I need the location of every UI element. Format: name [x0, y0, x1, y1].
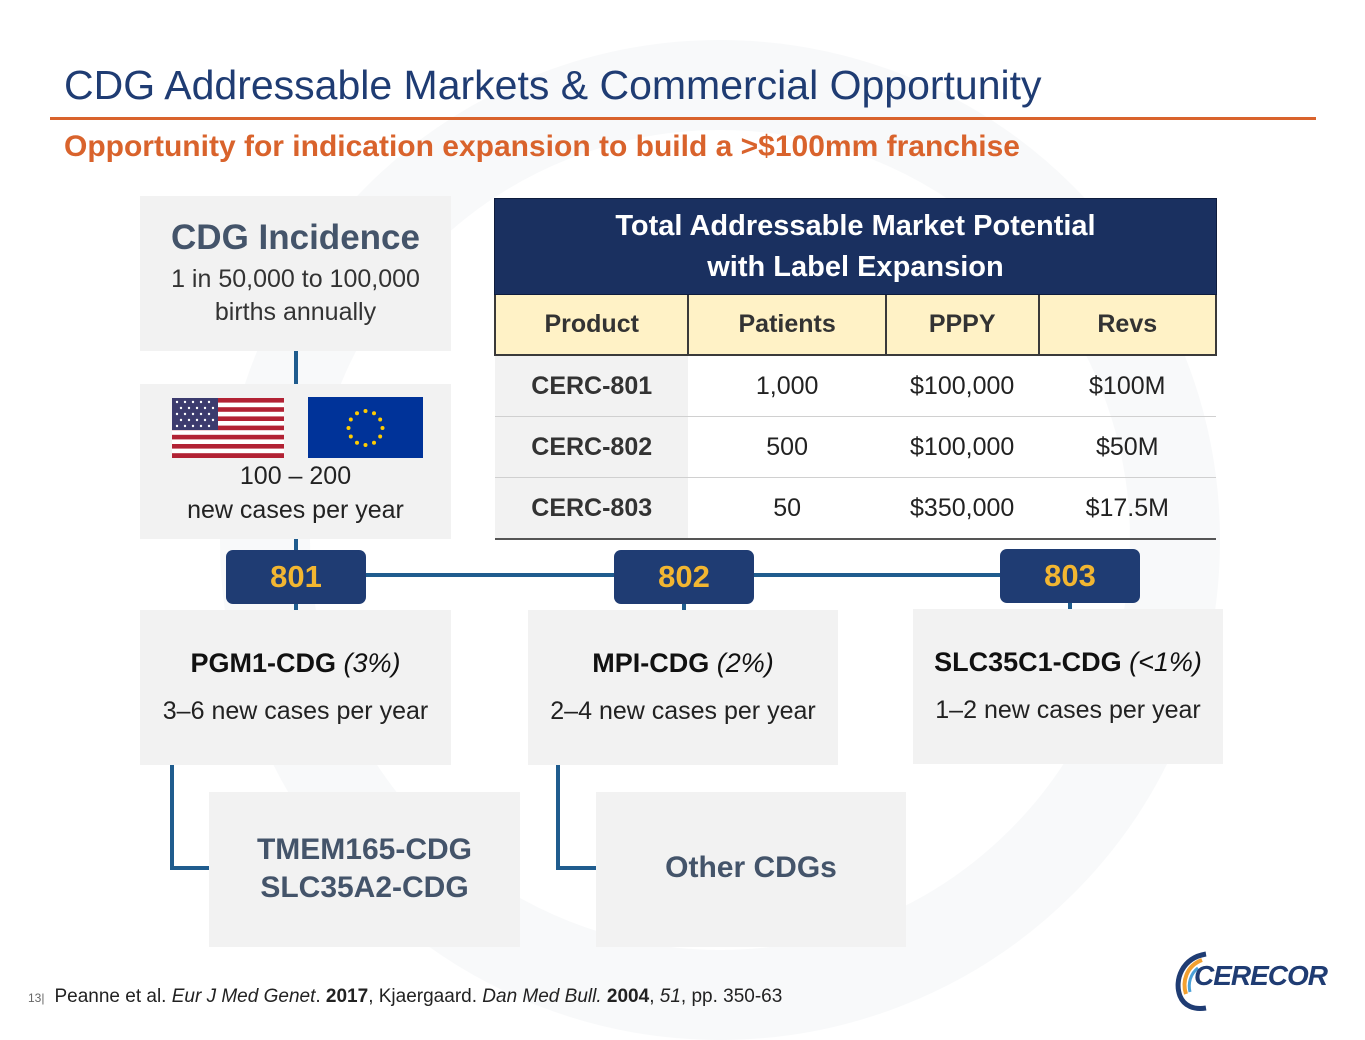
mpi-cdg-name: MPI-CDG — [592, 648, 710, 678]
mpi-cdg-cases: 2–4 new cases per year — [550, 697, 816, 725]
ref-journal-1: Eur J Med Genet — [171, 986, 316, 1007]
table-row: CERC-802 500 $100,000 $50M — [495, 416, 1216, 478]
new-cases-box: 100 – 200 new cases per year — [140, 384, 451, 539]
ref-sep-3: , — [649, 986, 660, 1007]
table-row: CERC-803 50 $350,000 $17.5M — [495, 477, 1216, 540]
us-flag-icon — [172, 398, 284, 458]
tam-table-header-row: Product Patients PPPY Revs — [493, 295, 1218, 356]
footer-reference: 13| Peanne et al. Eur J Med Genet. 2017, … — [28, 986, 782, 1008]
logo-text: CERECOR — [1194, 960, 1328, 991]
new-cases-label: new cases per year — [187, 496, 404, 524]
page-subtitle: Opportunity for indication expansion to … — [64, 130, 1020, 163]
slc35c1-cdg-box: SLC35C1-CDG (<1%) 1–2 new cases per year — [913, 609, 1223, 764]
logo-swoosh-icon — [1175, 951, 1207, 1011]
ref-volume: 51 — [659, 986, 681, 1007]
cell-patients: 1,000 — [688, 355, 886, 417]
cdg-incidence-period: births annually — [214, 298, 377, 326]
mpi-cdg-box: MPI-CDG (2%) 2–4 new cases per year — [528, 610, 838, 765]
cdg-incidence-box: CDG Incidence 1 in 50,000 to 100,000 bir… — [140, 196, 451, 351]
connector-mpi-to-other-h — [556, 866, 596, 870]
badge-803: 803 — [1000, 549, 1140, 603]
ref-pages: , pp. 350-63 — [680, 986, 783, 1007]
ref-author-2: , Kjaergaard. — [368, 986, 483, 1007]
pgm1-cdg-box: PGM1-CDG (3%) 3–6 new cases per year — [140, 610, 451, 765]
badge-802: 802 — [614, 550, 754, 604]
tam-header-line2: with Label Expansion — [707, 251, 1004, 283]
col-header-revs: Revs — [1037, 295, 1218, 356]
page-title: CDG Addressable Markets & Commercial Opp… — [64, 62, 1042, 108]
tam-table: Product Patients PPPY Revs CERC-801 1,00… — [493, 295, 1218, 540]
tmem165-slc35a2-box: TMEM165-CDG SLC35A2-CDG — [209, 792, 520, 947]
tam-header-line1: Total Addressable Market Potential — [615, 210, 1096, 242]
new-cases-range: 100 – 200 — [239, 462, 352, 490]
cell-patients: 50 — [688, 477, 886, 540]
eu-flag-icon — [308, 397, 423, 458]
pgm1-cdg-cases: 3–6 new cases per year — [162, 697, 429, 725]
cell-product: CERC-802 — [495, 416, 689, 478]
cdg-incidence-heading: CDG Incidence — [171, 218, 420, 257]
ref-year-2: 2004 — [606, 986, 650, 1007]
cell-pppy: $100,000 — [885, 355, 1039, 417]
cell-pppy: $350,000 — [885, 477, 1039, 540]
pgm1-cdg-name: PGM1-CDG — [190, 648, 336, 678]
cell-revs: $50M — [1038, 416, 1216, 478]
badge-801: 801 — [226, 550, 366, 604]
slc35c1-cdg-name: SLC35C1-CDG — [934, 647, 1122, 677]
col-header-pppy: PPPY — [884, 295, 1040, 356]
ref-sep-1: . — [315, 986, 326, 1007]
ref-year-1: 2017 — [325, 986, 369, 1007]
other-cdgs-label: Other CDGs — [665, 851, 837, 884]
col-header-patients: Patients — [687, 295, 887, 356]
table-row: CERC-801 1,000 $100,000 $100M — [495, 355, 1216, 417]
tam-table-header: Total Addressable Market Potential with … — [494, 198, 1217, 295]
cell-revs: $17.5M — [1038, 477, 1216, 540]
cdg-incidence-rate: 1 in 50,000 to 100,000 — [171, 265, 420, 293]
cerecor-logo: CERECOR — [1172, 950, 1328, 1012]
cell-revs: $100M — [1038, 355, 1216, 417]
cell-pppy: $100,000 — [885, 416, 1039, 478]
ref-journal-2: Dan Med Bull. — [482, 986, 602, 1007]
slc35a2-cdg-label: SLC35A2-CDG — [260, 871, 469, 904]
title-rule — [50, 117, 1316, 120]
connector-incidence-to-cases — [294, 351, 298, 385]
cell-patients: 500 — [688, 416, 886, 478]
ref-author-1: Peanne et al. — [54, 986, 172, 1007]
tmem165-cdg-label: TMEM165-CDG — [256, 833, 473, 866]
cell-product: CERC-801 — [495, 355, 689, 417]
connector-pgm1-to-tmem-h — [170, 866, 210, 870]
connector-mpi-to-other-v — [556, 764, 560, 870]
mpi-cdg-percent: (2%) — [716, 648, 774, 678]
page-number: 13| — [28, 991, 45, 1005]
slc35c1-cdg-percent: (<1%) — [1129, 647, 1202, 677]
cell-product: CERC-803 — [495, 477, 689, 540]
col-header-product: Product — [493, 295, 690, 356]
connector-pgm1-to-tmem-v — [170, 764, 174, 870]
slc35c1-cdg-cases: 1–2 new cases per year — [935, 696, 1201, 724]
other-cdgs-box: Other CDGs — [596, 792, 906, 947]
pgm1-cdg-percent: (3%) — [343, 648, 401, 678]
